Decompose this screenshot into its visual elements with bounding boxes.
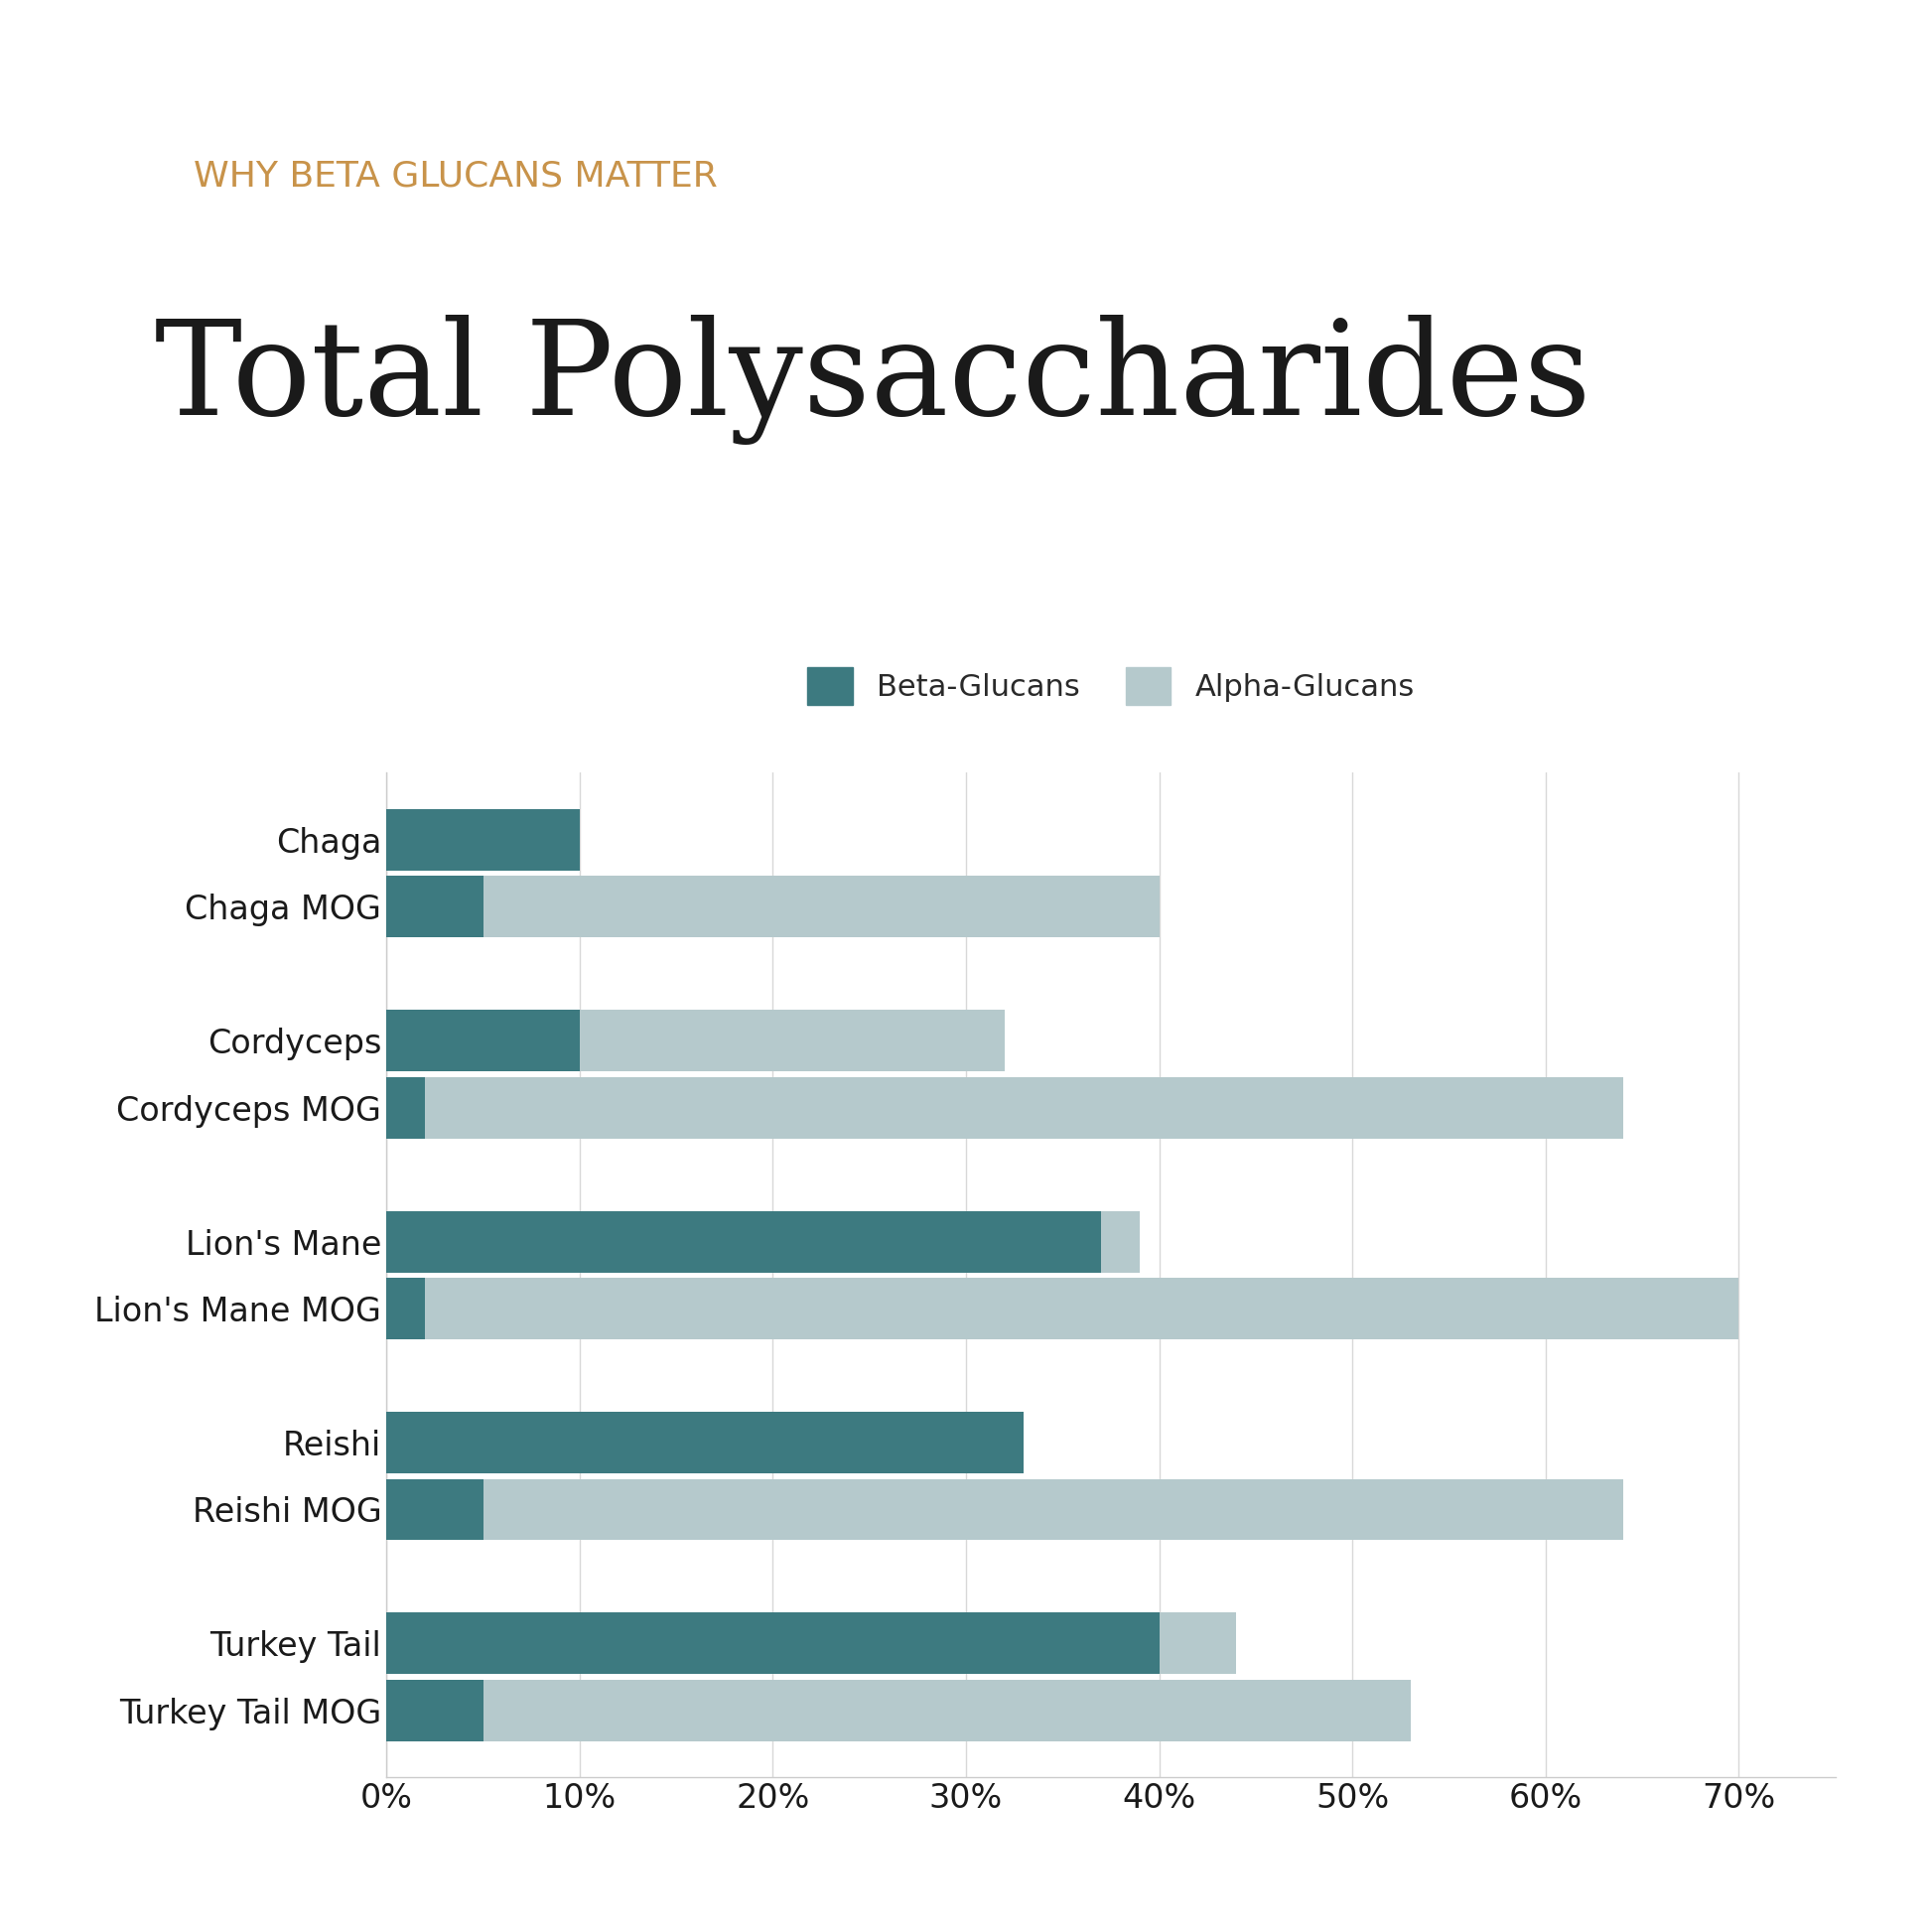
Bar: [386, 1076, 425, 1138]
Bar: [386, 1679, 483, 1741]
Bar: [386, 1412, 1024, 1474]
Bar: [1159, 1613, 1236, 1675]
Text: Total Polysaccharides: Total Polysaccharides: [155, 315, 1590, 444]
Bar: [425, 1277, 1739, 1339]
Bar: [1101, 1211, 1140, 1273]
Bar: [483, 875, 1159, 937]
Legend: Beta-Glucans, Alpha-Glucans: Beta-Glucans, Alpha-Glucans: [808, 667, 1414, 705]
Bar: [483, 1679, 1410, 1741]
Bar: [386, 1478, 483, 1540]
Bar: [386, 875, 483, 937]
Bar: [425, 1076, 1623, 1138]
Bar: [580, 1010, 1005, 1072]
Bar: [386, 1211, 1101, 1273]
Bar: [386, 810, 580, 871]
Bar: [483, 1478, 1623, 1540]
Bar: [386, 1277, 425, 1339]
Bar: [386, 1010, 580, 1072]
Text: WHY BETA GLUCANS MATTER: WHY BETA GLUCANS MATTER: [193, 160, 717, 193]
Bar: [386, 1613, 1159, 1675]
